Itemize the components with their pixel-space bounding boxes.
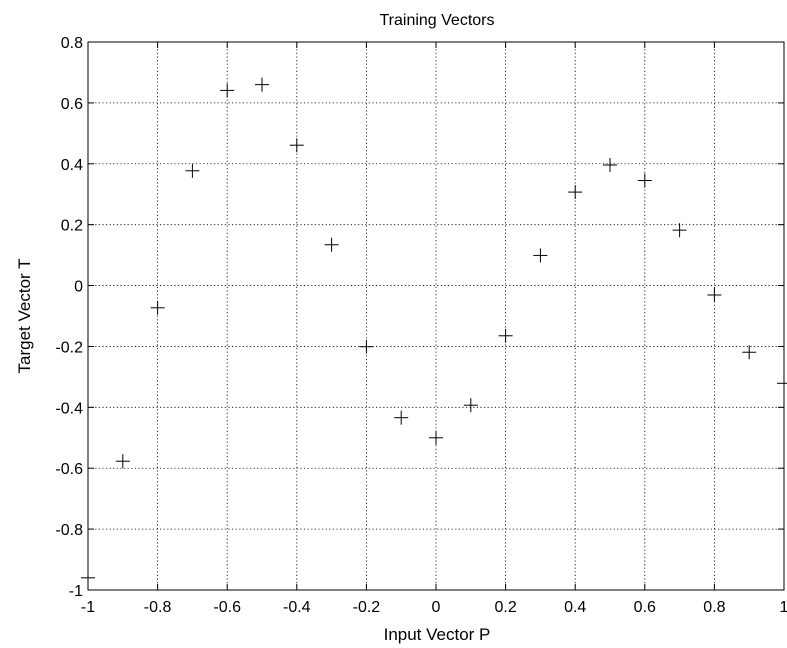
x-axis-label: Input Vector P [384, 625, 491, 644]
chart-title: Training Vectors [379, 12, 494, 29]
x-tick-label: 0.8 [703, 599, 725, 616]
data-point [394, 410, 409, 425]
y-tick-label: 0.6 [61, 96, 83, 113]
y-tick-label: -0.8 [55, 522, 83, 539]
x-tick-label: 0.6 [634, 599, 656, 616]
data-point [115, 454, 130, 469]
data-point [463, 398, 478, 413]
y-tick-label: -0.6 [55, 461, 83, 478]
data-point [603, 157, 617, 172]
data-point [429, 430, 443, 445]
plot-frame [87, 41, 785, 591]
y-tick-label: 0.2 [61, 218, 83, 235]
data-point [185, 163, 200, 178]
data-point [742, 345, 757, 360]
grid [88, 42, 784, 590]
data-point [255, 77, 269, 92]
y-tick-label: -1 [69, 583, 83, 600]
data-point [672, 223, 687, 238]
x-tick-label: -0.8 [144, 599, 172, 616]
axis-ticks: -1 -0.8 -0.6 -0.4 -0.2 0 0.2 0.4 0.6 0.8 1 -1 -0.8 -0… [55, 35, 787, 616]
y-axis-label: Target Vector T [15, 259, 34, 374]
data-point [220, 83, 235, 98]
y-tick-label: 0.4 [61, 157, 83, 174]
data-point [637, 173, 652, 188]
x-tick-label: -0.6 [213, 599, 241, 616]
data-point [533, 248, 548, 263]
x-tick-label: -0.4 [283, 599, 311, 616]
data-point [324, 237, 339, 252]
y-tick-label: 0.8 [61, 35, 83, 52]
y-tick-label: 0 [74, 279, 83, 296]
x-tick-label: -1 [81, 599, 95, 616]
data-point [707, 287, 722, 302]
x-tick-label: 0 [432, 599, 441, 616]
data-point [777, 376, 787, 391]
y-tick-label: -0.4 [55, 400, 83, 417]
data-point [498, 328, 513, 343]
data-point [568, 185, 583, 200]
data-points [81, 77, 787, 585]
x-tick-label: -0.2 [353, 599, 381, 616]
x-tick-label: 0.2 [494, 599, 516, 616]
data-point [150, 300, 165, 315]
y-tick-label: -0.2 [55, 339, 83, 356]
data-point [289, 138, 304, 153]
data-point [359, 339, 374, 354]
x-tick-label: 1 [780, 599, 787, 616]
x-tick-label: 0.4 [564, 599, 586, 616]
